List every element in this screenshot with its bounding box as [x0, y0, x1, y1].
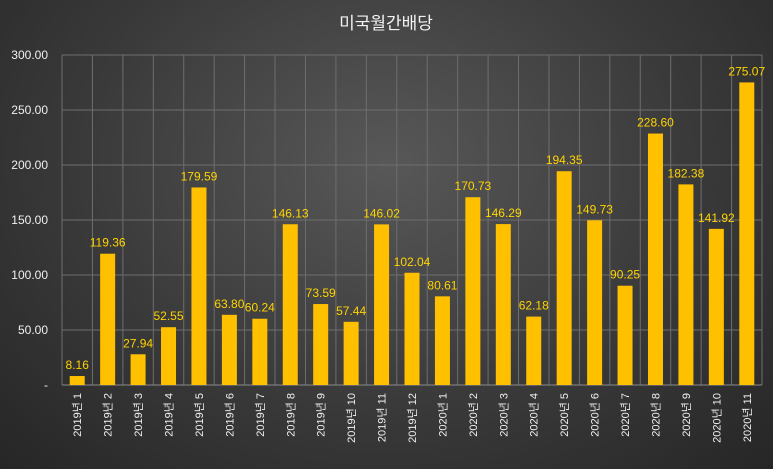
x-tick-label: 2019년 4 — [163, 393, 176, 437]
data-label: 119.36 — [90, 236, 126, 250]
data-label: 275.07 — [728, 64, 765, 78]
bar — [617, 285, 633, 385]
data-label: 62.18 — [519, 299, 549, 313]
bar — [161, 327, 177, 385]
data-label: 146.13 — [272, 206, 309, 220]
x-tick-label: 2019년 12 — [406, 393, 419, 443]
data-label: 228.60 — [637, 116, 674, 130]
x-tick-label: 2020년 7 — [619, 393, 632, 437]
data-label: 80.61 — [427, 278, 457, 292]
y-axis-ticks: - 50.00 100.00 150.00 200.00 250.00 300.00 — [11, 48, 48, 392]
bar — [130, 354, 146, 385]
x-tick-label: 2019년 11 — [376, 393, 389, 442]
bar — [708, 228, 724, 385]
bar — [678, 184, 694, 385]
data-label: 90.25 — [610, 268, 640, 282]
bars — [69, 82, 755, 385]
data-label: 194.35 — [546, 153, 583, 167]
bar — [252, 318, 268, 385]
data-label: 170.73 — [455, 179, 492, 193]
bar — [191, 187, 207, 385]
x-tick-label: 2020년 1 — [436, 393, 449, 437]
y-tick-label: 250.00 — [11, 103, 48, 117]
x-axis-ticks: 2019년 1 2019년 2 2019년 3 2019년 4 2019년 5 2019년… — [71, 393, 754, 443]
y-tick-label: 300.00 — [11, 48, 48, 62]
y-tick-label: 150.00 — [11, 213, 48, 227]
bar — [343, 321, 359, 385]
x-tick-label: 2019년 1 — [71, 393, 84, 437]
chart-title: 미국월간배당 — [339, 14, 433, 34]
x-tick-label: 2019년 9 — [315, 393, 328, 437]
data-label: 182.38 — [668, 166, 705, 180]
x-tick-label: 2019년 7 — [254, 393, 267, 437]
x-tick-label: 2019년 5 — [193, 393, 206, 437]
y-tick-label: 200.00 — [11, 158, 48, 172]
data-label: 73.59 — [306, 286, 336, 300]
bar — [221, 314, 237, 385]
data-label: 8.16 — [66, 358, 90, 372]
bar — [495, 224, 511, 385]
bar — [556, 171, 572, 385]
data-label: 141.92 — [698, 211, 735, 225]
data-label: 146.02 — [363, 206, 400, 220]
x-tick-label: 2020년 6 — [589, 393, 602, 437]
data-label: 63.80 — [214, 297, 244, 311]
data-label: 179.59 — [181, 169, 218, 183]
bar — [526, 316, 542, 385]
data-label: 52.55 — [154, 309, 184, 323]
x-tick-label: 2020년 10 — [710, 393, 723, 443]
bar — [434, 296, 450, 385]
data-label: 102.04 — [394, 255, 431, 269]
y-tick-label: 50.00 — [18, 323, 48, 337]
bar — [282, 224, 298, 385]
data-label: 27.94 — [123, 336, 153, 350]
x-tick-label: 2019년 2 — [102, 393, 115, 437]
data-label: 57.44 — [336, 304, 366, 318]
bar — [100, 253, 116, 385]
x-tick-label: 2019년 10 — [345, 393, 358, 443]
x-tick-label: 2020년 3 — [497, 393, 510, 437]
x-tick-label: 2019년 3 — [132, 393, 145, 437]
x-tick-label: 2020년 9 — [680, 393, 693, 437]
x-tick-label: 2020년 2 — [467, 393, 480, 437]
x-tick-label: 2020년 4 — [528, 393, 541, 437]
x-tick-label: 2019년 6 — [223, 393, 236, 437]
bar — [465, 197, 481, 385]
data-label: 149.73 — [576, 202, 613, 216]
bar — [404, 272, 420, 385]
bar — [313, 304, 329, 385]
data-label: 146.29 — [485, 206, 522, 220]
x-tick-label: 2020년 5 — [558, 393, 571, 437]
y-tick-label: 100.00 — [11, 268, 48, 282]
bar — [647, 133, 663, 385]
bar — [739, 82, 755, 385]
x-tick-label: 2019년 8 — [284, 393, 297, 437]
bar — [374, 224, 390, 385]
x-tick-label: 2020년 8 — [649, 393, 662, 437]
data-label: 60.24 — [245, 301, 275, 315]
x-tick-label: 2020년 11 — [741, 393, 754, 442]
y-tick-label: - — [44, 378, 48, 392]
bar — [587, 220, 603, 385]
bar — [69, 376, 85, 385]
